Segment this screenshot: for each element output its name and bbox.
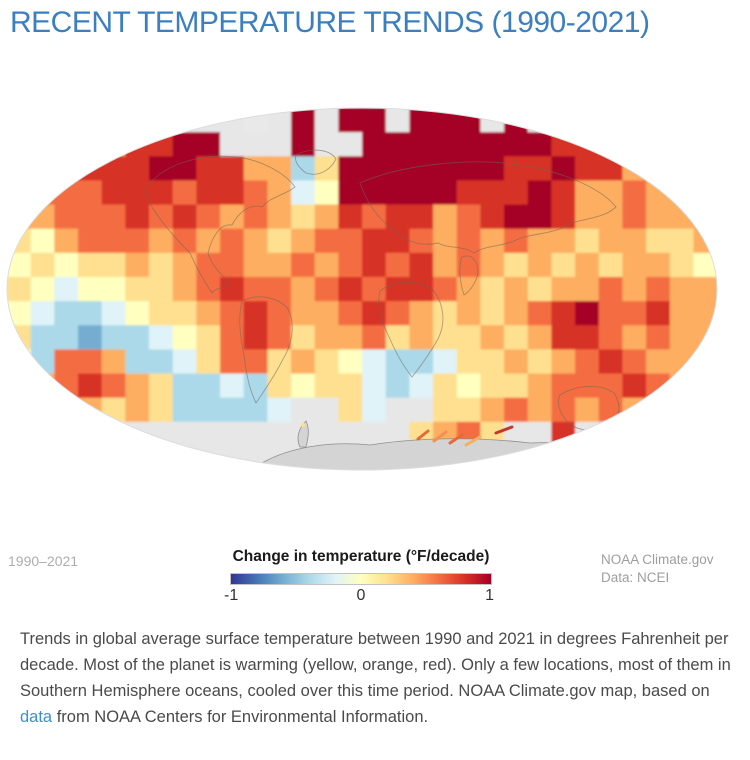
map-svg <box>6 107 718 471</box>
data-link[interactable]: data <box>20 708 53 726</box>
greenland-outline <box>295 149 337 175</box>
eurasia-outline <box>359 161 617 254</box>
caption-text-before: Trends in global average surface tempera… <box>20 630 731 700</box>
page-title: RECENT TEMPERATURE TRENDS (1990-2021) <box>10 6 650 39</box>
colorbar-gradient <box>230 573 492 585</box>
tick-mid: 0 <box>356 587 366 604</box>
colorbar-legend: Change in temperature (°F/decade) -1 0 1 <box>224 548 494 605</box>
period-label: 1990–2021 <box>8 553 79 569</box>
india-outline <box>459 255 479 296</box>
peninsula-warm-spot <box>300 422 306 428</box>
credit-noaa: NOAA Climate.gov <box>601 552 714 567</box>
credit-ncei: Data: NCEI <box>601 570 670 585</box>
legend-row: 1990–2021 Change in temperature (°F/deca… <box>0 548 750 612</box>
antarctic-coast-streaks <box>416 425 514 447</box>
map-ellipse-rim <box>6 107 718 471</box>
colorbar-title: Change in temperature (°F/decade) <box>232 548 490 565</box>
africa-outline <box>378 281 444 378</box>
colorbar-ticks: -1 0 1 <box>224 585 494 605</box>
temperature-grid <box>7 108 717 470</box>
tick-max: 1 <box>485 587 494 604</box>
world-temperature-map <box>0 95 750 555</box>
tick-min: -1 <box>224 587 239 604</box>
source-credits: NOAA Climate.gov Data: NCEI <box>601 551 714 587</box>
north-america-outline <box>144 155 296 294</box>
caption-text-after: from NOAA Centers for Environmental Info… <box>52 708 429 726</box>
south-america-outline <box>239 296 293 404</box>
antarctic-peninsula <box>297 420 309 448</box>
caption: Trends in global average surface tempera… <box>20 626 732 730</box>
antarctic-coast-red-line <box>519 447 601 461</box>
